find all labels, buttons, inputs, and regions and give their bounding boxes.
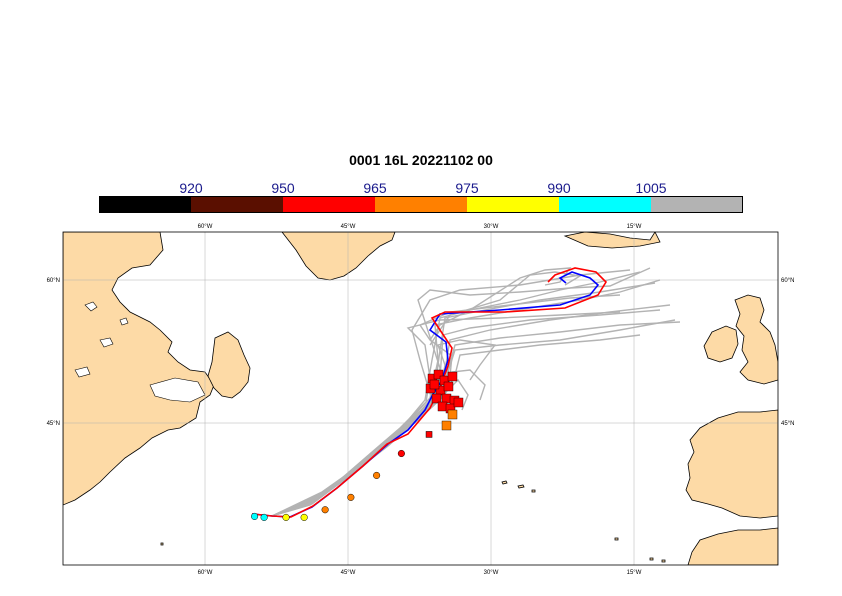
endpoint-square [443,381,454,392]
colorbar-label: 965 [363,180,387,196]
colorbar-segment [467,196,559,213]
ensemble-endpoint-squares [425,369,464,431]
track-point-marker [373,471,381,479]
lon-label-top: 15°W [627,224,642,230]
map-frame [62,231,779,566]
endpoint-square [441,393,452,404]
endpoint-square [447,371,458,382]
iberia-land [685,409,778,519]
endpoint-square [453,397,464,408]
azores-island [517,484,525,489]
colorbar-label: 950 [271,180,295,196]
land-layer [63,232,778,565]
colorbar-segment [283,196,375,213]
lon-label-bottom: 60°W [198,570,213,576]
lake [84,301,98,312]
endpoint-square [431,393,442,404]
track-point-marker [260,513,268,521]
endpoint-square [447,409,458,420]
colorbar-label: 990 [547,180,571,196]
ensemble-track [271,378,469,517]
lon-label-top: 30°W [484,224,499,230]
great-britain-land [734,294,778,385]
colorbar-label: 920 [179,180,203,196]
colorbar-segment [99,196,191,213]
track-point-marker [251,512,259,520]
hires-track-markers [251,431,433,521]
track-point-marker [425,431,433,438]
colorbar-segment [651,196,743,213]
lon-label-bottom: 45°W [341,570,356,576]
endpoint-square [437,401,448,412]
azores-island [501,480,508,485]
endpoint-square [433,369,444,380]
canary-island [661,559,666,563]
ensemble-track [429,271,583,346]
endpoint-square [441,420,452,431]
ireland-land [703,325,739,363]
track-point-marker [282,513,290,521]
madeira-island [614,537,619,541]
bermuda-island [160,542,164,546]
endpoint-square [429,379,440,390]
lat-label-right: 60°N [781,278,794,284]
track-point-marker [347,493,355,501]
chart-title: 0001 16L 20221102 00 [349,152,493,168]
lon-label-bottom: 30°W [484,570,499,576]
colorbar-label: 1005 [635,180,667,196]
lat-label-left: 60°N [47,278,60,284]
lake [74,366,91,378]
colorbar-segment [559,196,651,213]
lakes-layer [74,301,206,403]
colorbar-label: 975 [455,180,479,196]
greenland-land [281,232,396,281]
newfoundland-land [207,331,251,399]
gulf-of-st-lawrence [149,377,206,403]
track-point-marker [397,449,405,458]
azores-island [531,489,536,493]
colorbar-segment [375,196,467,213]
lon-label-top: 45°W [341,224,356,230]
lat-label-left: 45°N [47,421,60,427]
lon-label-top: 60°W [198,224,213,230]
lake [119,317,129,326]
iceland-land [563,232,661,249]
colorbar-segment [191,196,283,213]
canary-island [649,557,654,561]
track-point-marker [321,506,329,514]
track-point-marker [300,513,308,521]
lon-label-bottom: 15°W [627,570,642,576]
lake [99,337,114,348]
hires-track [251,267,608,518]
north-africa-land [687,527,778,565]
lat-label-right: 45°N [781,421,794,427]
